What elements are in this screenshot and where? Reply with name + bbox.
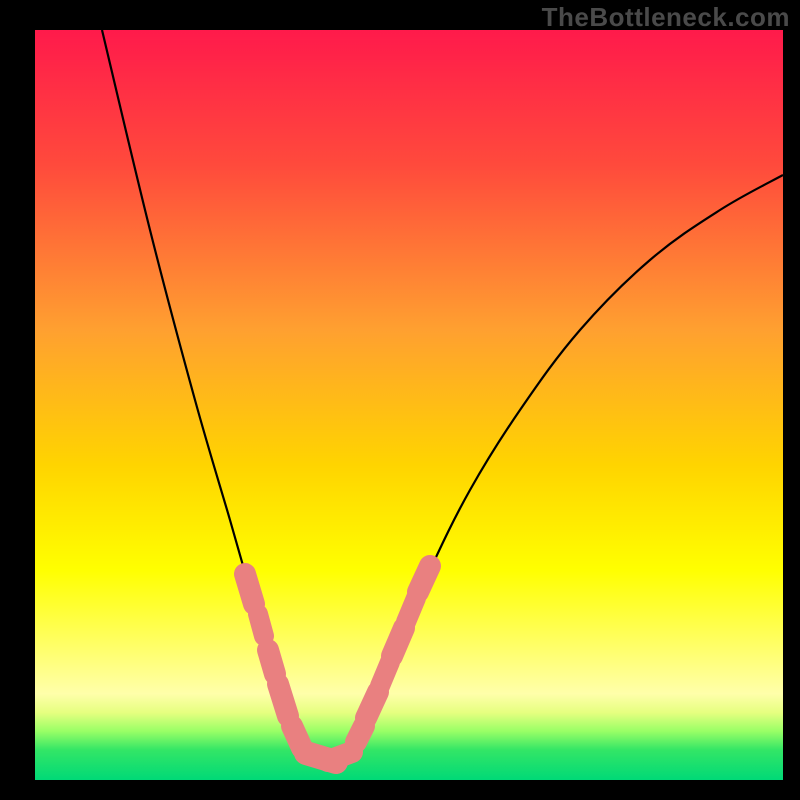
chart-frame: TheBottleneck.com — [0, 0, 800, 800]
chart-overlay — [35, 30, 783, 780]
plot-area — [35, 30, 783, 780]
curve-markers — [245, 566, 430, 762]
bottleneck-curve — [102, 30, 783, 764]
watermark-text: TheBottleneck.com — [542, 2, 790, 33]
